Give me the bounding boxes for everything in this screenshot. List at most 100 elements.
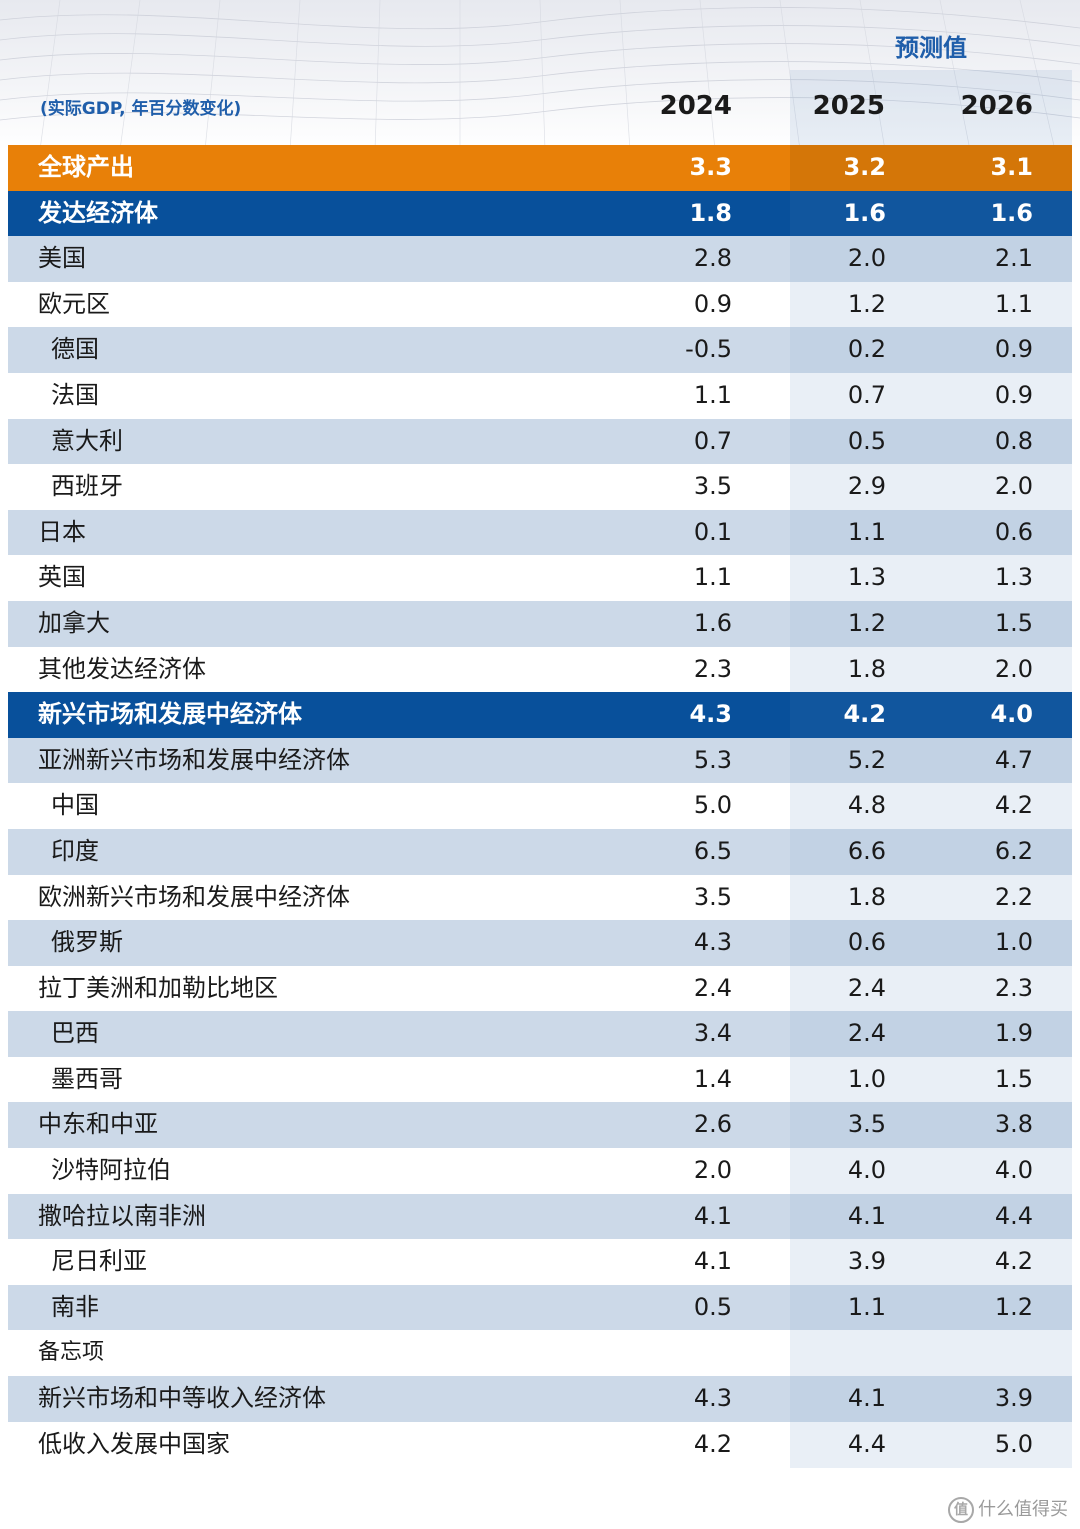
value-2025: 3.2 — [843, 153, 886, 181]
row-label: 其他发达经济体 — [38, 654, 206, 683]
table-row: 俄罗斯 4.3 0.6 1.0 — [8, 920, 1072, 966]
watermark-text: 什么值得买 — [978, 1499, 1068, 1520]
value-2026: 2.2 — [994, 882, 1033, 911]
value-2025: 1.2 — [847, 289, 886, 318]
row-label: 欧洲新兴市场和发展中经济体 — [38, 882, 350, 911]
value-2024: 0.5 — [693, 1292, 732, 1321]
value-2025: 1.3 — [847, 563, 886, 592]
value-2024: 2.3 — [693, 654, 732, 683]
value-2025: 0.7 — [847, 380, 886, 409]
table-row: 低收入发展中国家 4.2 4.4 5.0 — [8, 1422, 1072, 1468]
value-2024: 3.5 — [693, 472, 732, 501]
value-2024: 1.1 — [693, 380, 732, 409]
row-label: 备忘项 — [38, 1340, 105, 1366]
year-header-2025: 2025 — [812, 91, 885, 121]
unit-label: (实际GDP, 年百分数变化) — [40, 99, 242, 119]
value-2025: 1.1 — [847, 517, 886, 546]
value-2024: -0.5 — [685, 335, 732, 364]
row-label: 新兴市场和中等收入经济体 — [38, 1384, 326, 1413]
value-2026: 0.8 — [994, 426, 1033, 455]
table-row: 其他发达经济体 2.3 1.8 2.0 — [8, 647, 1072, 693]
value-2026: 0.9 — [994, 335, 1033, 364]
value-2024: 2.4 — [693, 973, 732, 1002]
row-label: 墨西哥 — [51, 1064, 123, 1093]
value-2024: 4.2 — [693, 1429, 732, 1458]
value-2026: 4.7 — [994, 745, 1033, 774]
value-2025: 4.8 — [847, 791, 886, 820]
value-2024: 1.1 — [693, 563, 732, 592]
value-2024: 4.3 — [689, 700, 732, 729]
value-2024: 0.1 — [693, 517, 732, 546]
row-label: 亚洲新兴市场和发展中经济体 — [38, 745, 350, 774]
row-label: 俄罗斯 — [51, 928, 123, 957]
table-row: 西班牙 3.5 2.9 2.0 — [8, 464, 1072, 510]
value-2026: 6.2 — [994, 836, 1033, 865]
value-2024: 1.6 — [693, 608, 732, 637]
value-2024: 2.8 — [693, 244, 732, 273]
value-2024: 2.0 — [693, 1156, 732, 1185]
value-2024: 0.7 — [693, 426, 732, 455]
table-row: 沙特阿拉伯 2.0 4.0 4.0 — [8, 1148, 1072, 1194]
value-2026: 2.0 — [994, 654, 1033, 683]
row-label: 加拿大 — [38, 608, 110, 637]
table-row: 加拿大 1.6 1.2 1.5 — [8, 600, 1072, 647]
value-2025: 0.5 — [847, 426, 886, 455]
value-2025: 0.2 — [847, 335, 886, 364]
value-2025: 3.9 — [847, 1247, 886, 1276]
value-2026: 4.2 — [994, 1247, 1033, 1276]
value-2026: 4.2 — [994, 791, 1033, 820]
value-2025: 3.5 — [847, 1110, 886, 1139]
value-2024: 6.5 — [693, 836, 732, 865]
value-2024: 1.8 — [689, 198, 732, 227]
row-label: 发达经济体 — [38, 198, 158, 227]
value-2024: 5.3 — [693, 745, 732, 774]
value-2025: 0.6 — [847, 928, 886, 957]
value-2024: 1.4 — [693, 1064, 732, 1093]
row-label: 法国 — [51, 380, 99, 409]
value-2024: 3.5 — [693, 882, 732, 911]
table-row: 中东和中亚 2.6 3.5 3.8 — [8, 1102, 1072, 1149]
table-row: 拉丁美洲和加勒比地区 2.4 2.4 2.3 — [8, 966, 1072, 1012]
value-2024: 3.3 — [689, 153, 732, 181]
value-2026: 3.9 — [994, 1384, 1033, 1413]
row-label: 西班牙 — [51, 472, 123, 501]
value-2025: 2.4 — [847, 973, 886, 1002]
value-2026: 1.5 — [994, 1064, 1033, 1093]
value-2026: 1.3 — [994, 563, 1033, 592]
value-2024: 3.4 — [693, 1019, 732, 1048]
table-row: 意大利 0.7 0.5 0.8 — [8, 418, 1072, 465]
watermark-logo-icon: 值 — [948, 1497, 974, 1523]
table-row: 中国 5.0 4.8 4.2 — [8, 783, 1072, 829]
value-2026: 1.1 — [994, 289, 1033, 318]
row-label: 英国 — [38, 563, 86, 592]
table-row: 墨西哥 1.4 1.0 1.5 — [8, 1057, 1072, 1103]
value-2026: 3.1 — [990, 153, 1033, 181]
table-row: 欧元区 0.9 1.2 1.1 — [8, 282, 1072, 328]
row-label: 全球产出 — [38, 153, 134, 181]
table-row: 法国 1.1 0.7 0.9 — [8, 373, 1072, 419]
table-row: 欧洲新兴市场和发展中经济体 3.5 1.8 2.2 — [8, 875, 1072, 921]
value-2024: 5.0 — [693, 791, 732, 820]
table-row: 备忘项 — [8, 1330, 1072, 1376]
row-label: 新兴市场和发展中经济体 — [38, 700, 302, 729]
value-2025: 1.8 — [847, 882, 886, 911]
year-header-2024: 2024 — [659, 91, 732, 121]
value-2025: 5.2 — [847, 745, 886, 774]
value-2025: 1.1 — [847, 1292, 886, 1321]
value-2026: 5.0 — [994, 1429, 1033, 1458]
table-row: 英国 1.1 1.3 1.3 — [8, 555, 1072, 601]
table-row: 发达经济体 1.8 1.6 1.6 — [8, 190, 1072, 237]
row-label: 意大利 — [51, 426, 123, 455]
value-2026: 1.2 — [994, 1292, 1033, 1321]
watermark: 值什么值得买 — [948, 1495, 1068, 1523]
value-2026: 4.4 — [994, 1201, 1033, 1230]
value-2026: 1.6 — [990, 198, 1033, 227]
value-2026: 0.9 — [994, 380, 1033, 409]
value-2025: 2.0 — [847, 244, 886, 273]
table-row: 亚洲新兴市场和发展中经济体 5.3 5.2 4.7 — [8, 737, 1072, 784]
value-2025: 2.4 — [847, 1019, 886, 1048]
value-2026: 0.6 — [994, 517, 1033, 546]
value-2025: 1.8 — [847, 654, 886, 683]
row-label: 德国 — [51, 335, 99, 364]
value-2026: 1.9 — [994, 1019, 1033, 1048]
